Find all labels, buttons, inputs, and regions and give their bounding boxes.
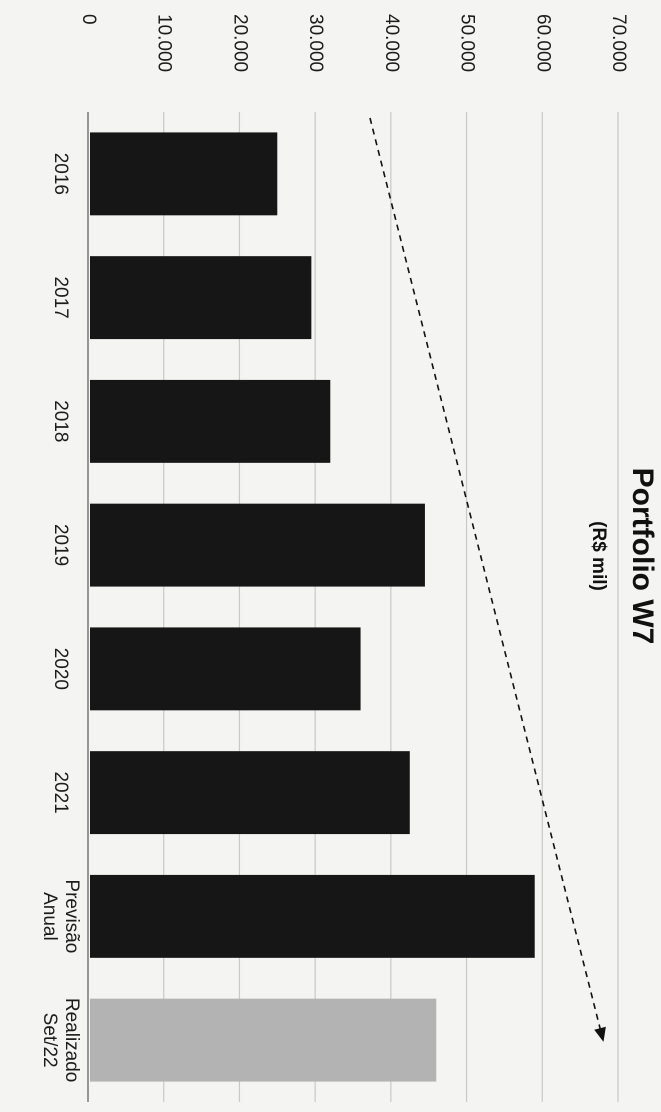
value-tick-group: 30.000 <box>305 14 326 72</box>
value-tick-group: 70.000 <box>608 14 629 72</box>
value-tick-label: 70.000 <box>608 14 629 72</box>
bar <box>90 998 437 1082</box>
category-label: Realizado <box>61 998 82 1083</box>
category-label-group: 2018 <box>50 400 71 442</box>
category-label: 2021 <box>50 771 71 813</box>
bar <box>90 751 410 835</box>
subtitle-group: (R$ mil) <box>588 521 609 591</box>
value-tick-label: 10.000 <box>154 14 175 72</box>
category-label: 2017 <box>50 276 71 318</box>
category-label: Anual <box>39 892 60 941</box>
value-tick-group: 60.000 <box>532 14 553 72</box>
bar <box>90 874 535 958</box>
value-tick-group: 10.000 <box>154 14 175 72</box>
category-label-group: 2021 <box>50 771 71 813</box>
category-label: 2020 <box>50 648 71 690</box>
value-tick-label: 20.000 <box>229 14 250 72</box>
value-tick-label: 0 <box>78 14 99 25</box>
category-label-group: 2020 <box>50 648 71 690</box>
value-tick-group: 20.000 <box>229 14 250 72</box>
bar <box>90 132 278 216</box>
value-tick-label: 60.000 <box>532 14 553 72</box>
value-tick-group: 50.000 <box>457 14 478 72</box>
trend-arrow-head <box>594 1026 606 1042</box>
bar <box>90 503 425 587</box>
category-label: Set/22 <box>39 1013 60 1068</box>
category-label: Previsão <box>61 879 82 953</box>
value-tick-label: 40.000 <box>381 14 402 72</box>
category-label: 2018 <box>50 400 71 442</box>
value-tick-label: 30.000 <box>305 14 326 72</box>
chart-subtitle: (R$ mil) <box>588 521 609 591</box>
category-label-group: 2017 <box>50 276 71 318</box>
value-tick-labels: 0 10.000 20.000 30.000 40.000 50.000 60.000 70.… <box>78 14 629 72</box>
value-tick-group: 40.000 <box>381 14 402 72</box>
bar <box>90 627 361 711</box>
value-tick-label: 50.000 <box>457 14 478 72</box>
title-group: Portfolio W7 <box>626 468 659 645</box>
bars <box>90 132 535 1082</box>
category-label-group: 2016 <box>50 153 71 195</box>
value-tick-group: 0 <box>78 14 99 25</box>
bar <box>90 256 312 340</box>
bar <box>90 379 331 463</box>
chart-title: Portfolio W7 <box>626 468 659 645</box>
trend-arrow-line <box>369 117 603 1037</box>
category-label: 2019 <box>50 524 71 566</box>
category-label-group: 2019 <box>50 524 71 566</box>
category-label: 2016 <box>50 153 71 195</box>
